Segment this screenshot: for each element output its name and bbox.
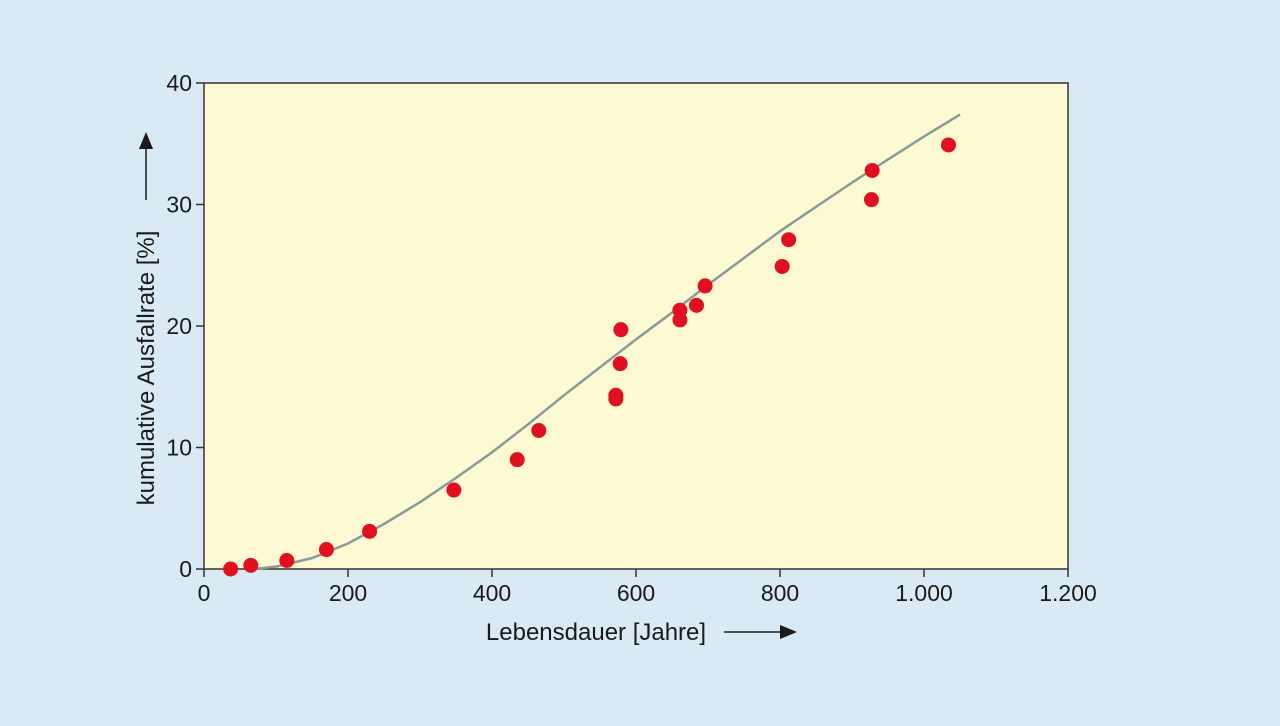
data-point [672, 302, 688, 318]
fit-curve [254, 113, 961, 571]
data-point [688, 297, 704, 313]
x-tick-label: 600 [617, 580, 655, 606]
data-point [697, 278, 713, 294]
data-point [223, 561, 239, 577]
data-point [362, 523, 378, 539]
data-point [531, 422, 547, 438]
data-point [781, 232, 797, 248]
data-point [613, 322, 629, 338]
x-tick-label: 1.200 [1039, 580, 1097, 606]
data-point [446, 482, 462, 498]
y-tick-label: 0 [179, 556, 192, 582]
x-tick-label: 0 [198, 580, 211, 606]
x-axis-arrow-icon [780, 625, 797, 639]
plot-area [203, 82, 1069, 570]
data-point [940, 137, 956, 153]
data-points [223, 137, 956, 577]
y-axis-arrow-icon [139, 132, 153, 149]
data-point [318, 542, 334, 558]
x-axis-title: Lebensdauer [Jahre] [486, 619, 706, 646]
data-point [864, 162, 880, 178]
x-tick-label: 800 [761, 580, 799, 606]
y-tick-label: 30 [166, 192, 192, 218]
data-point [608, 387, 624, 403]
data-point [243, 557, 259, 573]
x-tick-label: 1.000 [895, 580, 953, 606]
x-tick-label: 400 [473, 580, 511, 606]
y-axis: 0 10 20 30 40 [166, 70, 204, 582]
data-point [863, 192, 879, 208]
data-point [509, 452, 525, 468]
x-tick-label: 200 [329, 580, 367, 606]
data-point [612, 356, 628, 372]
y-tick-label: 10 [166, 435, 192, 461]
x-axis: 0 200 400 600 800 1.000 1.200 [198, 569, 1097, 606]
y-tick-label: 40 [166, 70, 192, 96]
data-point [774, 258, 790, 274]
y-axis-title: kumulative Ausfallrate [%] [133, 231, 160, 506]
y-tick-label: 20 [166, 313, 192, 339]
data-point [279, 552, 295, 568]
